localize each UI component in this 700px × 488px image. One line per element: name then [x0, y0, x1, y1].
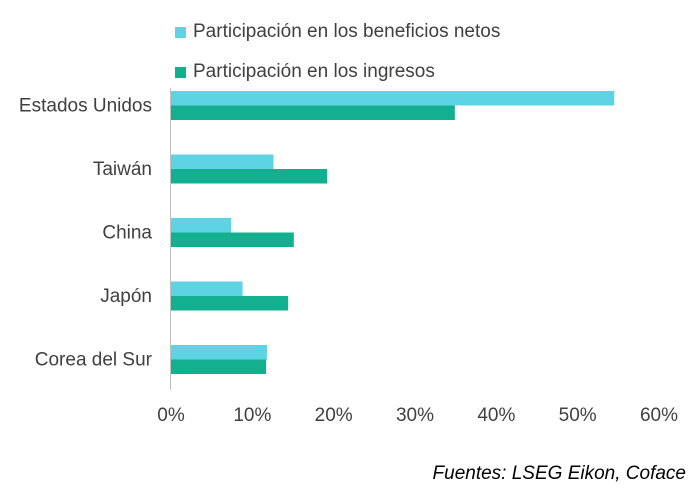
x-tick-label-6: 60% — [640, 405, 678, 426]
category-label-0: Estados Unidos — [19, 96, 152, 117]
bar-net-profit-3 — [171, 281, 243, 296]
bar-net-profit-1 — [171, 154, 274, 169]
x-tick-label-0: 0% — [157, 405, 185, 426]
bar-revenue-0 — [171, 105, 455, 120]
legend-label-revenue: Participación en los ingresos — [193, 61, 435, 82]
category-label-2: China — [102, 223, 152, 244]
x-tick-label-3: 30% — [396, 405, 434, 426]
legend-swatch-net-profit — [175, 26, 186, 38]
category-label-3: Japón — [100, 286, 152, 307]
bar-revenue-3 — [171, 296, 289, 311]
legend-label-net-profit: Participación en los beneficios netos — [193, 21, 501, 42]
bar-net-profit-4 — [171, 345, 267, 360]
legend-item-revenue: Participación en los ingresos — [175, 61, 435, 83]
bar-net-profit-0 — [171, 91, 615, 106]
legend-swatch-revenue — [175, 66, 186, 78]
bar-revenue-1 — [171, 169, 328, 184]
category-label-4: Corea del Sur — [35, 350, 153, 371]
x-tick-label-1: 10% — [233, 405, 271, 426]
bar-revenue-2 — [171, 232, 294, 247]
bar-revenue-4 — [171, 359, 267, 374]
x-tick-label-2: 20% — [315, 405, 353, 426]
x-tick-label-5: 50% — [559, 405, 597, 426]
bar-net-profit-2 — [171, 218, 232, 233]
legend-item-net-profit: Participación en los beneficios netos — [175, 21, 500, 43]
category-label-1: Taiwán — [93, 159, 152, 180]
source-note: Fuentes: LSEG Eikon, Coface — [432, 463, 686, 484]
x-tick-label-4: 40% — [477, 405, 515, 426]
